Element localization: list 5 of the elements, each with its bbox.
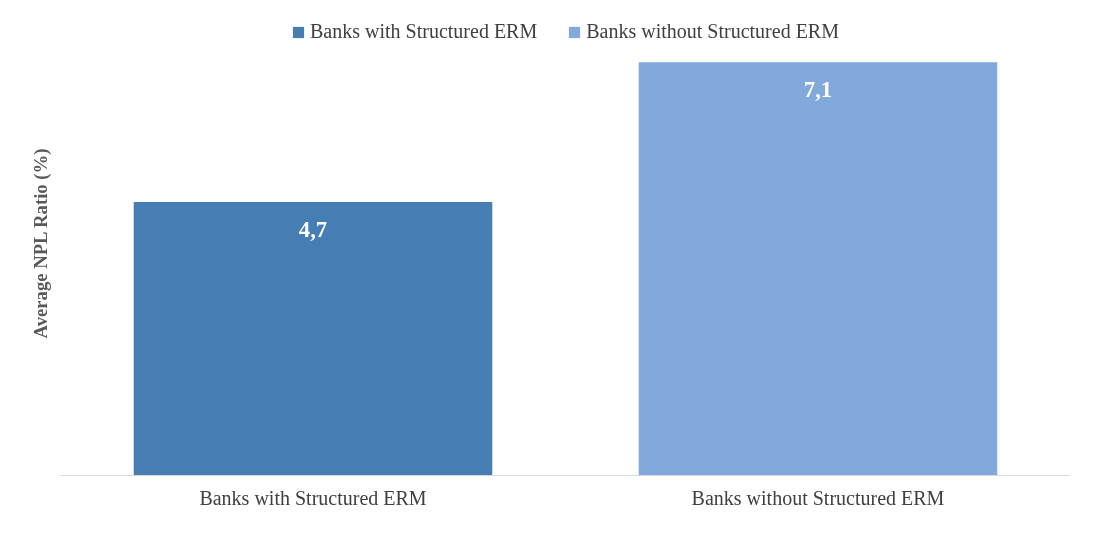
y-axis-title: Average NPL Ratio (%)	[29, 148, 52, 339]
data-label: 4,7	[298, 216, 328, 242]
legend-label: Banks without Structured ERM	[586, 20, 839, 43]
data-label: 7,1	[803, 77, 833, 103]
legend-label: Banks with Structured ERM	[310, 20, 538, 43]
